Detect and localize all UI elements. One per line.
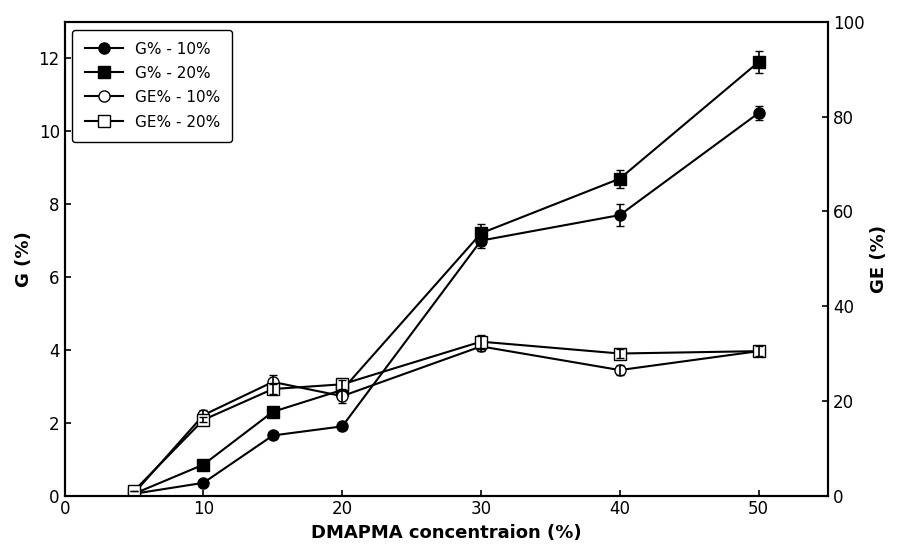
GE% - 10% [752, 348, 763, 354]
GE% - 10% [336, 393, 347, 399]
Line: GE% - 20%: GE% - 20% [128, 336, 763, 496]
G% - 10% [475, 237, 486, 244]
GE% - 20% [267, 385, 278, 392]
GE% - 10% [613, 367, 624, 373]
X-axis label: DMAPMA concentraion (%): DMAPMA concentraion (%) [310, 524, 581, 542]
GE% - 20% [198, 417, 208, 423]
Line: G% - 20%: G% - 20% [128, 56, 763, 499]
GE% - 20% [336, 381, 347, 388]
GE% - 10% [267, 379, 278, 385]
G% - 10% [128, 490, 139, 497]
Line: G% - 10%: G% - 10% [128, 108, 763, 499]
GE% - 20% [752, 348, 763, 354]
G% - 20% [198, 461, 208, 468]
G% - 20% [475, 230, 486, 237]
GE% - 10% [128, 490, 139, 496]
G% - 20% [752, 58, 763, 65]
GE% - 10% [475, 343, 486, 350]
G% - 20% [128, 490, 139, 497]
G% - 10% [613, 212, 624, 218]
G% - 10% [752, 110, 763, 116]
Line: GE% - 10%: GE% - 10% [128, 341, 763, 499]
Y-axis label: GE (%): GE (%) [869, 225, 887, 293]
G% - 10% [267, 432, 278, 439]
G% - 20% [613, 175, 624, 182]
G% - 10% [198, 480, 208, 486]
GE% - 10% [198, 412, 208, 418]
Y-axis label: G (%): G (%) [15, 231, 33, 287]
GE% - 20% [475, 338, 486, 345]
Legend: G% - 10%, G% - 20%, GE% - 10%, GE% - 20%: G% - 10%, G% - 20%, GE% - 10%, GE% - 20% [72, 30, 232, 142]
GE% - 20% [128, 487, 139, 494]
G% - 20% [267, 408, 278, 415]
G% - 10% [336, 423, 347, 429]
G% - 20% [336, 387, 347, 393]
GE% - 20% [613, 350, 624, 357]
